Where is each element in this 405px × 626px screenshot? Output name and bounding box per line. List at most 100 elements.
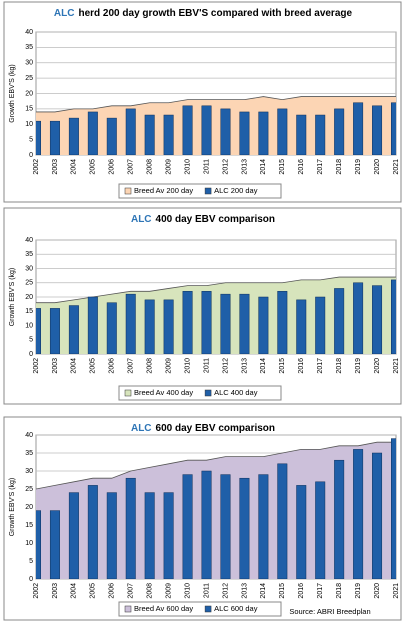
legend-frame	[118, 385, 282, 401]
x-tick-label: 2016	[298, 159, 305, 175]
x-tick-label: 2010	[184, 358, 191, 374]
bar	[239, 293, 250, 354]
bar	[36, 308, 41, 354]
y-axis-label: Growth EBV'S (kg)	[9, 64, 16, 123]
bar	[163, 299, 174, 354]
x-tick-label: 2013	[241, 358, 248, 374]
y-tick-label: 10	[25, 322, 33, 329]
x-tick-label: 2013	[241, 159, 248, 175]
y-tick-label: 35	[25, 251, 33, 258]
y-tick-label: 0	[29, 576, 33, 583]
x-tick-label: 2019	[355, 583, 362, 599]
bar	[68, 492, 79, 579]
y-tick-label: 5	[29, 136, 33, 143]
y-tick-label: 40	[25, 29, 33, 36]
bar	[372, 105, 383, 155]
legend-label: ALC 400 day	[214, 388, 258, 397]
bar	[315, 296, 326, 354]
chart-title: ALC 400 day EBV comparison	[131, 214, 275, 225]
bar	[220, 474, 231, 579]
x-tick-label: 2016	[298, 583, 305, 599]
x-tick-label: 2013	[241, 583, 248, 599]
legend-label: Breed Av 200 day	[134, 186, 193, 195]
x-tick-label: 2003	[52, 583, 59, 599]
bar	[144, 492, 155, 579]
x-tick-label: 2008	[147, 358, 154, 374]
legend-frame	[118, 601, 282, 617]
x-tick-label: 2005	[90, 358, 97, 374]
x-tick-label: 2018	[336, 159, 343, 175]
y-tick-label: 20	[25, 294, 33, 301]
x-tick-label: 2021	[393, 159, 400, 175]
x-tick-label: 2009	[165, 583, 172, 599]
bar	[68, 117, 79, 155]
x-tick-label: 2004	[71, 583, 78, 599]
area-line	[36, 441, 396, 490]
y-tick-label: 40	[25, 432, 33, 439]
bar	[391, 279, 396, 354]
x-tick-label: 2018	[336, 583, 343, 599]
bar	[49, 120, 60, 155]
bar	[296, 485, 307, 579]
y-tick-label: 20	[25, 504, 33, 511]
plot	[36, 96, 396, 155]
legend-swatch	[124, 389, 132, 397]
x-tick-label: 2020	[374, 159, 381, 175]
bar	[144, 299, 155, 354]
bar	[49, 510, 60, 579]
plot	[36, 276, 396, 354]
x-tick-label: 2021	[393, 583, 400, 599]
y-tick-label: 5	[29, 337, 33, 344]
bar	[372, 452, 383, 579]
y-tick-label: 0	[29, 351, 33, 358]
x-tick-label: 2015	[279, 358, 286, 374]
bar	[125, 293, 136, 354]
x-tick-label: 2018	[336, 358, 343, 374]
x-tick-label: 2004	[71, 358, 78, 374]
y-tick-label: 10	[25, 540, 33, 547]
bar	[353, 449, 364, 579]
x-tick-label: 2006	[109, 583, 116, 599]
bar	[239, 111, 250, 155]
bar	[87, 111, 98, 155]
x-tick-label: 2010	[184, 583, 191, 599]
bar	[201, 291, 212, 354]
bar	[87, 296, 98, 354]
x-tick-label: 2021	[393, 358, 400, 374]
bar	[353, 102, 364, 155]
x-tick-label: 2009	[165, 358, 172, 374]
x-tick-label: 2012	[222, 159, 229, 175]
x-tick-label: 2008	[147, 159, 154, 175]
x-tick-label: 2017	[317, 583, 324, 599]
bar	[144, 114, 155, 155]
legend-label: ALC 200 day	[214, 186, 258, 195]
bar	[277, 291, 288, 354]
y-tick-label: 30	[25, 60, 33, 67]
x-tick-label: 2008	[147, 583, 154, 599]
bar	[125, 477, 136, 579]
x-tick-label: 2014	[260, 583, 267, 599]
y-tick-label: 10	[25, 121, 33, 128]
chart-title: ALC 600 day EBV comparison	[131, 423, 275, 434]
legend-swatch	[204, 605, 212, 613]
y-tick-label: 20	[25, 90, 33, 97]
x-tick-label: 2007	[128, 583, 135, 599]
y-tick-label: 30	[25, 265, 33, 272]
x-tick-label: 2007	[128, 159, 135, 175]
bar	[87, 485, 98, 579]
legend-label: Breed Av 400 day	[134, 388, 193, 397]
bar	[163, 492, 174, 579]
x-tick-label: 2017	[317, 159, 324, 175]
x-tick-label: 2003	[52, 159, 59, 175]
y-tick-label: 15	[25, 106, 33, 113]
bar	[106, 302, 117, 354]
bar	[277, 108, 288, 155]
x-tick-label: 2011	[203, 159, 210, 174]
x-tick-label: 2005	[90, 583, 97, 599]
y-axis-label: Growth EBV'S (kg)	[9, 268, 16, 327]
legend-frame	[118, 183, 282, 199]
legend-label: ALC 600 day	[214, 604, 258, 613]
bar	[315, 481, 326, 579]
legend-swatch	[124, 605, 132, 613]
